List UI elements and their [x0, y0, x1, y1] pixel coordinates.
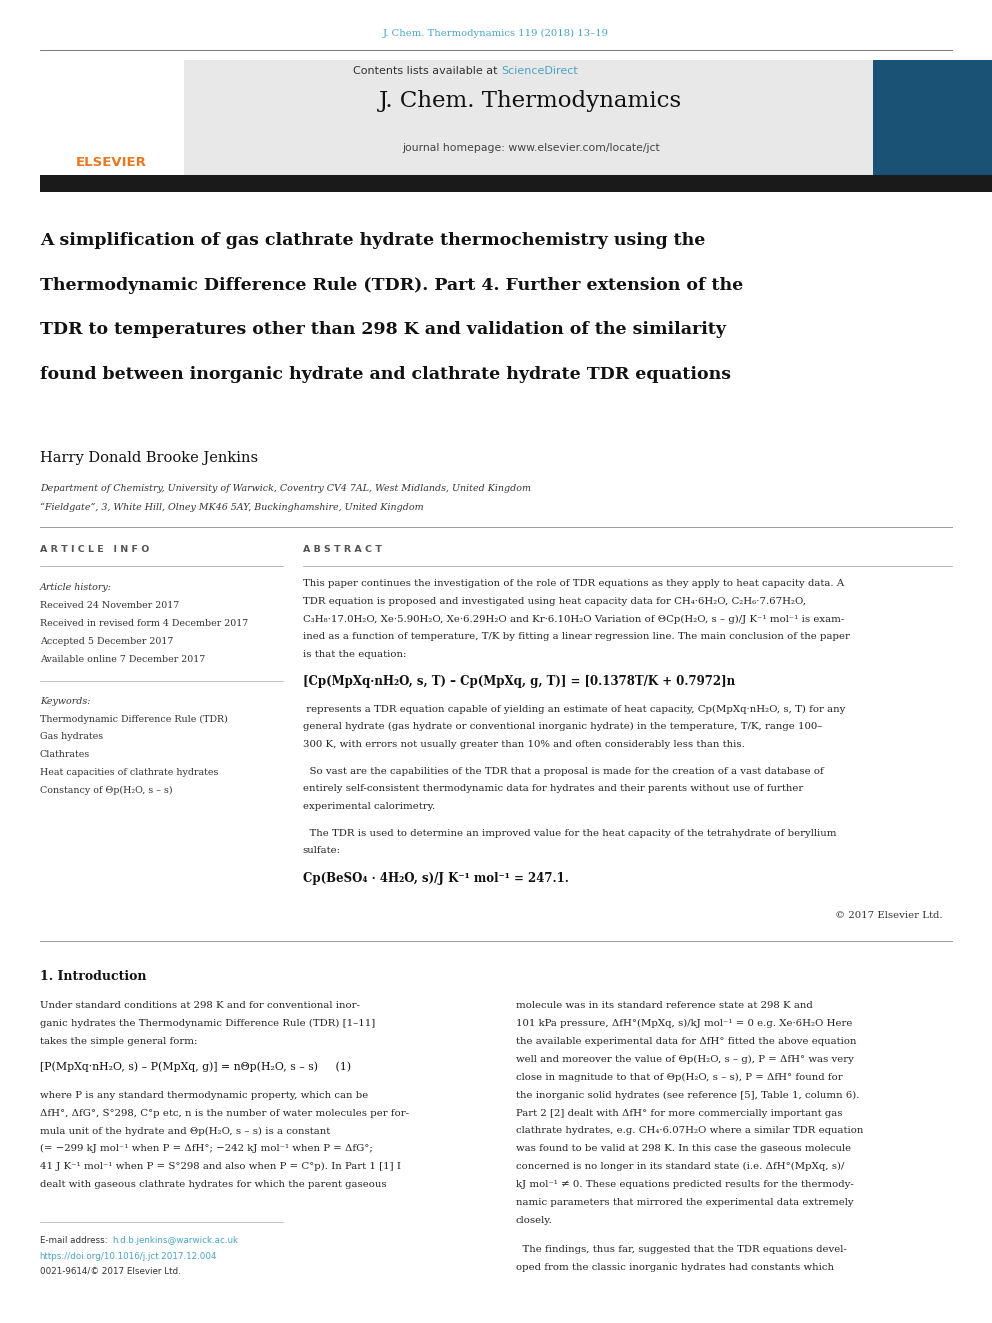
Text: found between inorganic hydrate and clathrate hydrate TDR equations: found between inorganic hydrate and clat… [40, 366, 731, 384]
Text: closely.: closely. [516, 1216, 553, 1225]
Bar [40, 60, 184, 176]
Text: E-mail address:: E-mail address: [40, 1236, 110, 1245]
Text: 101 kPa pressure, ΔfH°(MpXq, s)/kJ mol⁻¹ = 0 e.g. Xe·6H₂O Here: 101 kPa pressure, ΔfH°(MpXq, s)/kJ mol⁻¹… [516, 1019, 852, 1028]
Text: Available online 7 December 2017: Available online 7 December 2017 [40, 655, 205, 664]
Text: Thermodynamic Difference Rule (TDR). Part 4. Further extension of the: Thermodynamic Difference Rule (TDR). Par… [40, 277, 743, 294]
Text: Cp(BeSO₄ · 4H₂O, s)/J K⁻¹ mol⁻¹ = 247.1.: Cp(BeSO₄ · 4H₂O, s)/J K⁻¹ mol⁻¹ = 247.1. [303, 872, 568, 885]
Text: ELSEVIER: ELSEVIER [75, 156, 147, 169]
Text: close in magnitude to that of Θp(H₂O, s – s), P = ΔfH° found for: close in magnitude to that of Θp(H₂O, s … [516, 1073, 842, 1082]
Text: J. Chem. Thermodynamics 119 (2018) 13–19: J. Chem. Thermodynamics 119 (2018) 13–19 [383, 29, 609, 38]
Text: the available experimental data for ΔfH° fitted the above equation: the available experimental data for ΔfH°… [516, 1037, 856, 1046]
Text: TDR to temperatures other than 298 K and validation of the similarity: TDR to temperatures other than 298 K and… [40, 321, 726, 339]
Text: Heat capacities of clathrate hydrates: Heat capacities of clathrate hydrates [40, 769, 218, 777]
Text: A R T I C L E   I N F O: A R T I C L E I N F O [40, 545, 149, 554]
Bar [40, 175, 992, 192]
Text: C₃H₈·17.0H₂O, Xe·5.90H₂O, Xe·6.29H₂O and Kr·6.10H₂O Variation of ΘCp(H₂O, s – g): C₃H₈·17.0H₂O, Xe·5.90H₂O, Xe·6.29H₂O and… [303, 615, 844, 623]
Text: Under standard conditions at 298 K and for conventional inor-: Under standard conditions at 298 K and f… [40, 1002, 359, 1011]
Bar [40, 60, 873, 176]
Text: Constancy of Θp(H₂O, s – s): Constancy of Θp(H₂O, s – s) [40, 786, 173, 795]
Text: Received in revised form 4 December 2017: Received in revised form 4 December 2017 [40, 619, 248, 628]
Text: Keywords:: Keywords: [40, 696, 90, 705]
Text: was found to be valid at 298 K. In this case the gaseous molecule: was found to be valid at 298 K. In this … [516, 1144, 851, 1154]
Text: clathrate hydrates, e.g. CH₄·6.07H₂O where a similar TDR equation: clathrate hydrates, e.g. CH₄·6.07H₂O whe… [516, 1126, 863, 1135]
Text: ΔfH°, ΔfG°, S°298, C°p etc, n is the number of water molecules per for-: ΔfH°, ΔfG°, S°298, C°p etc, n is the num… [40, 1109, 409, 1118]
Text: 41 J K⁻¹ mol⁻¹ when P = S°298 and also when P = C°p). In Part 1 [1] I: 41 J K⁻¹ mol⁻¹ when P = S°298 and also w… [40, 1162, 401, 1171]
Text: Department of Chemistry, University of Warwick, Coventry CV4 7AL, West Midlands,: Department of Chemistry, University of W… [40, 484, 531, 493]
Text: entirely self-consistent thermodynamic data for hydrates and their parents witho: entirely self-consistent thermodynamic d… [303, 785, 803, 794]
Text: kJ mol⁻¹ ≠ 0. These equations predicted results for the thermody-: kJ mol⁻¹ ≠ 0. These equations predicted … [516, 1180, 853, 1189]
Text: represents a TDR equation capable of yielding an estimate of heat capacity, Cp(M: represents a TDR equation capable of yie… [303, 704, 845, 713]
Text: mula unit of the hydrate and Θp(H₂O, s – s) is a constant: mula unit of the hydrate and Θp(H₂O, s –… [40, 1126, 330, 1135]
Text: Article history:: Article history: [40, 583, 112, 593]
Text: where P is any standard thermodynamic property, which can be: where P is any standard thermodynamic pr… [40, 1090, 368, 1099]
Text: dealt with gaseous clathrate hydrates for which the parent gaseous: dealt with gaseous clathrate hydrates fo… [40, 1180, 386, 1189]
Text: [Cp(MpXq·nH₂O, s, T) – Cp(MpXq, g, T)] = [0.1378T/K + 0.7972]n: [Cp(MpXq·nH₂O, s, T) – Cp(MpXq, g, T)] =… [303, 675, 735, 688]
Text: Gas hydrates: Gas hydrates [40, 733, 103, 741]
Text: h.d.b.jenkins@warwick.ac.uk: h.d.b.jenkins@warwick.ac.uk [112, 1236, 238, 1245]
Text: © 2017 Elsevier Ltd.: © 2017 Elsevier Ltd. [835, 912, 942, 921]
Text: general hydrate (gas hydrate or conventional inorganic hydrate) in the temperatu: general hydrate (gas hydrate or conventi… [303, 722, 822, 732]
Text: ined as a function of temperature, T/K by fitting a linear regression line. The : ined as a function of temperature, T/K b… [303, 632, 849, 642]
Text: 0021-9614/© 2017 Elsevier Ltd.: 0021-9614/© 2017 Elsevier Ltd. [40, 1266, 181, 1275]
Text: The TDR is used to determine an improved value for the heat capacity of the tetr: The TDR is used to determine an improved… [303, 828, 836, 837]
Text: Accepted 5 December 2017: Accepted 5 December 2017 [40, 638, 173, 646]
Text: “Fieldgate”, 3, White Hill, Olney MK46 5AY, Buckinghamshire, United Kingdom: “Fieldgate”, 3, White Hill, Olney MK46 5… [40, 503, 424, 512]
Text: is that the equation:: is that the equation: [303, 650, 406, 659]
Text: takes the simple general form:: takes the simple general form: [40, 1037, 197, 1046]
Text: (= −299 kJ mol⁻¹ when P = ΔfH°; −242 kJ mol⁻¹ when P = ΔfG°;: (= −299 kJ mol⁻¹ when P = ΔfH°; −242 kJ … [40, 1144, 373, 1154]
Text: experimental calorimetry.: experimental calorimetry. [303, 802, 434, 811]
Text: Harry Donald Brooke Jenkins: Harry Donald Brooke Jenkins [40, 451, 258, 466]
Text: So vast are the capabilities of the TDR that a proposal is made for the creation: So vast are the capabilities of the TDR … [303, 766, 823, 775]
Text: namic parameters that mirrored the experimental data extremely: namic parameters that mirrored the exper… [516, 1197, 853, 1207]
Text: well and moreover the value of Θp(H₂O, s – g), P = ΔfH° was very: well and moreover the value of Θp(H₂O, s… [516, 1054, 854, 1064]
Text: Received 24 November 2017: Received 24 November 2017 [40, 602, 179, 610]
Text: TDR equation is proposed and investigated using heat capacity data for CH₄·6H₂O,: TDR equation is proposed and investigate… [303, 597, 806, 606]
Text: https://doi.org/10.1016/j.jct.2017.12.004: https://doi.org/10.1016/j.jct.2017.12.00… [40, 1252, 217, 1261]
Text: molecule was in its standard reference state at 298 K and: molecule was in its standard reference s… [516, 1002, 812, 1011]
Text: Clathrates: Clathrates [40, 750, 90, 759]
Text: journal homepage: www.elsevier.com/locate/jct: journal homepage: www.elsevier.com/locat… [402, 143, 660, 153]
Text: oped from the classic inorganic hydrates had constants which: oped from the classic inorganic hydrates… [516, 1263, 834, 1273]
Text: the inorganic solid hydrates (see reference [5], Table 1, column 6).: the inorganic solid hydrates (see refere… [516, 1090, 859, 1099]
Text: 1. Introduction: 1. Introduction [40, 970, 146, 983]
Text: concerned is no longer in its standard state (i.e. ΔfH°(MpXq, s)/: concerned is no longer in its standard s… [516, 1162, 844, 1171]
Text: 300 K, with errors not usually greater than 10% and often considerably less than: 300 K, with errors not usually greater t… [303, 740, 744, 749]
Text: [P(MpXq·nH₂O, s) – P(MpXq, g)] = nΘp(H₂O, s – s)     (1): [P(MpXq·nH₂O, s) – P(MpXq, g)] = nΘp(H₂O… [40, 1061, 351, 1072]
Text: Part 2 [2] dealt with ΔfH° for more commercially important gas: Part 2 [2] dealt with ΔfH° for more comm… [516, 1109, 842, 1118]
Text: This paper continues the investigation of the role of TDR equations as they appl: This paper continues the investigation o… [303, 579, 844, 589]
Text: J. Chem. Thermodynamics: J. Chem. Thermodynamics [379, 90, 682, 112]
Text: The findings, thus far, suggested that the TDR equations devel-: The findings, thus far, suggested that t… [516, 1245, 846, 1254]
Bar [873, 60, 992, 176]
Text: sulfate:: sulfate: [303, 847, 340, 855]
Text: ScienceDirect: ScienceDirect [501, 66, 577, 77]
Text: A B S T R A C T: A B S T R A C T [303, 545, 382, 554]
Text: Thermodynamic Difference Rule (TDR): Thermodynamic Difference Rule (TDR) [40, 714, 227, 724]
Text: A simplification of gas clathrate hydrate thermochemistry using the: A simplification of gas clathrate hydrat… [40, 232, 705, 249]
Text: ganic hydrates the Thermodynamic Difference Rule (TDR) [1–11]: ganic hydrates the Thermodynamic Differe… [40, 1019, 375, 1028]
Text: Contents lists available at: Contents lists available at [353, 66, 501, 77]
